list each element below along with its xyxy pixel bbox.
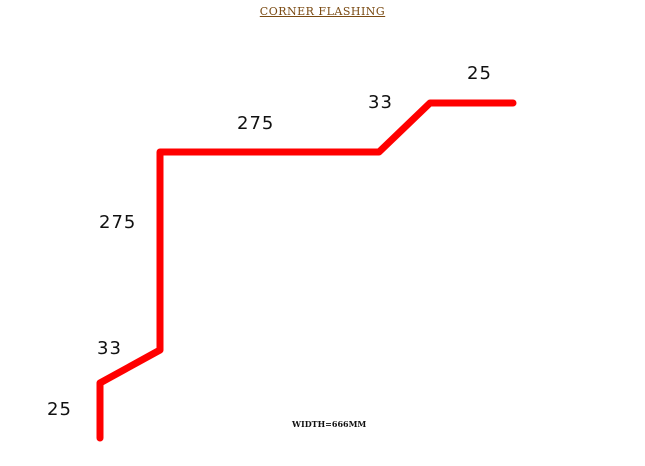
- dimension-label-lower-slope: 33: [97, 338, 122, 359]
- dimension-label-upper-slope: 33: [368, 92, 393, 113]
- drawing-title: CORNER FLASHING: [259, 5, 386, 18]
- dimension-label-vertical: 275: [99, 212, 137, 233]
- width-note: WIDTH=666MM: [292, 419, 367, 429]
- dimension-label-top-leg: 25: [467, 63, 492, 84]
- dimension-label-horizontal: 275: [237, 113, 275, 134]
- dimension-label-bottom-leg: 25: [47, 399, 72, 420]
- flashing-profile-line: [96, 99, 517, 442]
